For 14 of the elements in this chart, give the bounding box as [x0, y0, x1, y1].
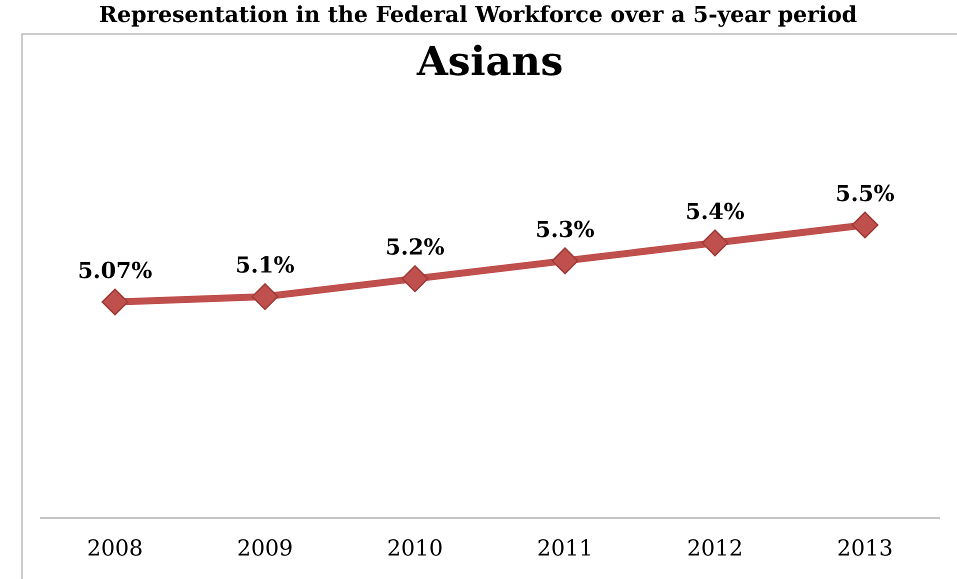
x-tick-label: 2013 [837, 536, 893, 562]
data-label: 5.5% [835, 181, 895, 207]
chart-subtitle: Representation in the Federal Workforce over a 5-year period [98, 2, 858, 28]
data-label: 5.4% [685, 198, 745, 225]
x-tick-label: 2009 [237, 536, 293, 562]
data-label: 5.3% [535, 216, 595, 243]
x-tick-label: 2012 [687, 536, 743, 562]
x-tick-label: 2011 [537, 536, 593, 562]
data-label: 5.2% [385, 234, 445, 261]
chart-title: Asians [416, 38, 564, 85]
data-label: 5.1% [235, 252, 295, 279]
x-tick-label: 2008 [87, 536, 143, 562]
x-tick-label: 2010 [387, 536, 443, 562]
data-label: 5.07% [78, 258, 152, 284]
